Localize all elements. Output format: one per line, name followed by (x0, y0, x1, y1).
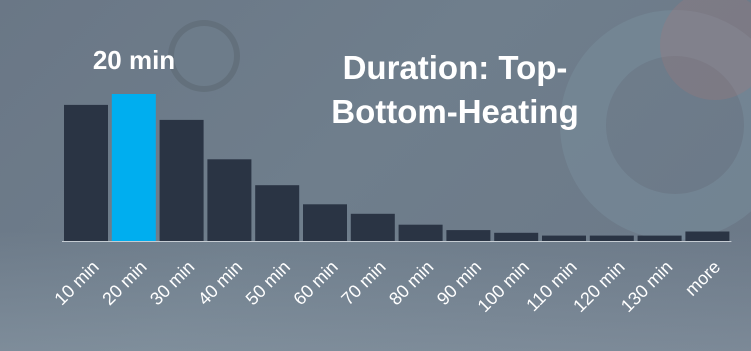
x-tick-label: more (681, 257, 724, 300)
x-tick-label: 80 min (385, 257, 437, 309)
bar (159, 119, 204, 241)
x-tick-label: 10 min (50, 257, 102, 309)
bar (64, 104, 108, 242)
bar (589, 235, 634, 241)
x-tick-label: 120 min (569, 257, 628, 316)
x-tick-label: 70 min (337, 257, 389, 309)
bar (350, 213, 395, 241)
bar-highlighted (111, 94, 156, 241)
x-tick-label: 30 min (146, 257, 198, 309)
bar (303, 204, 347, 242)
x-tick-label: 60 min (289, 257, 341, 309)
bar (542, 235, 586, 241)
x-tick-label: 100 min (474, 257, 533, 316)
bar (637, 235, 682, 241)
x-tick-label: 110 min (522, 257, 580, 315)
bar (446, 230, 491, 241)
x-tick-label: 20 min (98, 257, 150, 309)
bar (685, 231, 730, 241)
chart-title: Duration: Top-Bottom-Heating (331, 49, 579, 130)
bar (494, 232, 539, 241)
highlight-label: 20 min (92, 45, 176, 75)
bar (398, 224, 443, 241)
x-tick-label: 130 min (617, 257, 676, 316)
bar (255, 185, 300, 241)
bar (207, 159, 252, 241)
x-tick-label: 50 min (242, 257, 294, 309)
x-tick-label: 40 min (194, 257, 246, 309)
